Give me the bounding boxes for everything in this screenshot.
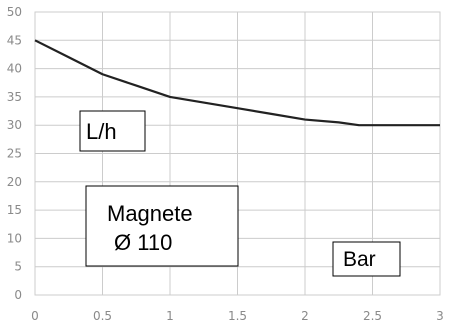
y-tick-label: 15 (7, 203, 22, 217)
y-tick-label: 30 (7, 118, 22, 132)
magnet-line-1: Magnete (107, 201, 193, 226)
y-tick-label: 5 (14, 260, 22, 274)
y-tick-label: 25 (7, 147, 22, 161)
x-tick-label: 3 (436, 309, 444, 323)
y-tick-label: 0 (14, 288, 22, 302)
x-tick-labels: 0 0.5 1 1.5 2 2.5 3 (31, 309, 444, 323)
xlabel-box: Bar (332, 241, 401, 277)
y-tick-label: 40 (7, 62, 22, 76)
x-tick-label: 2 (301, 309, 309, 323)
y-tick-label: 50 (7, 5, 22, 19)
x-tick-label: 1.5 (228, 309, 247, 323)
y-tick-label: 20 (7, 175, 22, 189)
magnet-box: Magnete Ø 110 (85, 185, 239, 267)
y-tick-label: 10 (7, 231, 22, 245)
series-line (34, 39, 440, 127)
x-tick-label: 0 (31, 309, 39, 323)
ylabel: L/h (86, 119, 117, 144)
y-tick-label: 45 (7, 33, 22, 47)
magnet-line-2: Ø 110 (114, 230, 172, 255)
ylabel-box: L/h (79, 110, 146, 152)
y-tick-labels: 0 5 10 15 20 25 30 35 40 45 50 (7, 5, 22, 302)
xlabel: Bar (343, 248, 376, 271)
x-tick-label: 0.5 (93, 309, 112, 323)
x-tick-label: 2.5 (363, 309, 382, 323)
series-layer (34, 39, 440, 127)
y-tick-label: 35 (7, 90, 22, 104)
x-tick-label: 1 (166, 309, 174, 323)
